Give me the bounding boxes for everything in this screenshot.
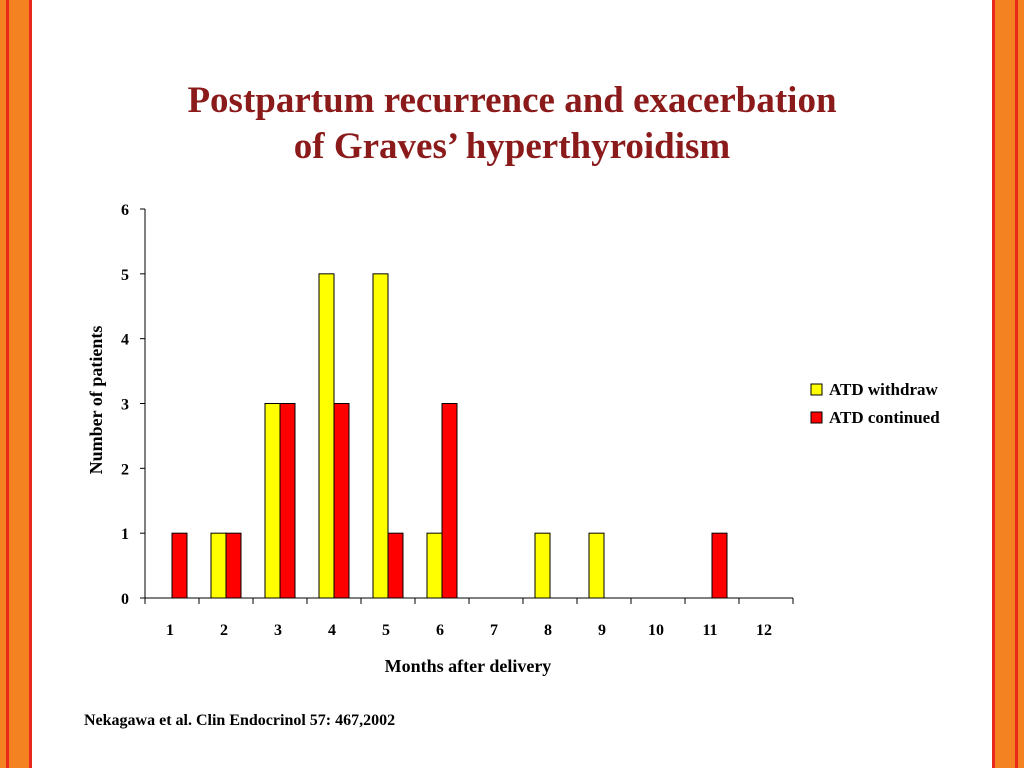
x-tick-label: 7: [490, 622, 498, 639]
bar-atd-withdraw-month-9: [588, 532, 605, 599]
x-tick-label: 6: [436, 622, 444, 639]
bars-layer: [171, 273, 728, 599]
left-border-line: [6, 0, 9, 768]
bar-atd-continued-month-11: [711, 532, 728, 599]
x-tick-label: 9: [598, 622, 606, 639]
x-tick-label: 3: [274, 622, 282, 639]
bar-atd-continued-month-1: [171, 532, 188, 599]
x-tick-label: 11: [702, 622, 717, 639]
slide-title-line-1: Postpartum recurrence and exacerbation: [187, 80, 837, 121]
legend-label-atd-continued: ATD continued: [829, 408, 940, 427]
x-tick-label: 2: [220, 622, 228, 639]
slide-title: Postpartum recurrence and exacerbation o…: [0, 78, 1024, 170]
legend-label-atd-withdraw: ATD withdraw: [829, 380, 938, 399]
slide-title-line-2: of Graves’ hyperthyroidism: [293, 126, 731, 167]
bar-atd-continued-month-3: [279, 403, 296, 599]
y-tick-label: 5: [121, 267, 129, 284]
right-border-inner: [995, 0, 1015, 768]
bar-atd-withdraw-month-6: [426, 532, 443, 599]
y-axis-label: Number of patients: [86, 326, 106, 475]
x-tick-label: 12: [756, 622, 772, 639]
y-tick-label: 4: [121, 332, 129, 349]
bar-atd-continued-month-4: [333, 403, 350, 599]
legend-swatch-atd-withdraw: [810, 383, 823, 396]
y-tick-label: 1: [121, 526, 129, 543]
bar-atd-continued-month-2: [225, 532, 242, 599]
left-border-outer: [0, 0, 6, 768]
legend-swatch-atd-continued: [810, 411, 823, 424]
bar-atd-withdraw-month-4: [318, 273, 335, 599]
x-axis-label: Months after delivery: [385, 656, 552, 676]
left-border-inner: [9, 0, 29, 768]
x-tick-label: 5: [382, 622, 390, 639]
x-tick-label: 10: [648, 622, 664, 639]
y-tick-label: 6: [121, 202, 129, 219]
left-border-edge: [29, 0, 32, 768]
bar-atd-continued-month-6: [441, 403, 458, 599]
bar-atd-withdraw-month-3: [264, 403, 281, 599]
right-border-outer: [1018, 0, 1024, 768]
x-tick-label: 1: [166, 622, 174, 639]
bar-atd-withdraw-month-5: [372, 273, 389, 599]
x-tick-label: 8: [544, 622, 552, 639]
bar-atd-continued-month-5: [387, 532, 404, 599]
legend: ATD withdraw ATD continued: [810, 380, 940, 427]
y-tick-label: 2: [121, 461, 129, 478]
right-border-edge: [992, 0, 995, 768]
x-tick-label: 4: [328, 622, 336, 639]
bar-atd-withdraw-month-2: [210, 532, 227, 599]
y-tick-label: 3: [121, 397, 129, 414]
y-tick-label: 0: [121, 591, 129, 608]
bar-atd-withdraw-month-8: [534, 532, 551, 599]
right-border-line: [1015, 0, 1018, 768]
citation: Nekagawa et al. Clin Endocrinol 57: 467,…: [84, 712, 396, 729]
